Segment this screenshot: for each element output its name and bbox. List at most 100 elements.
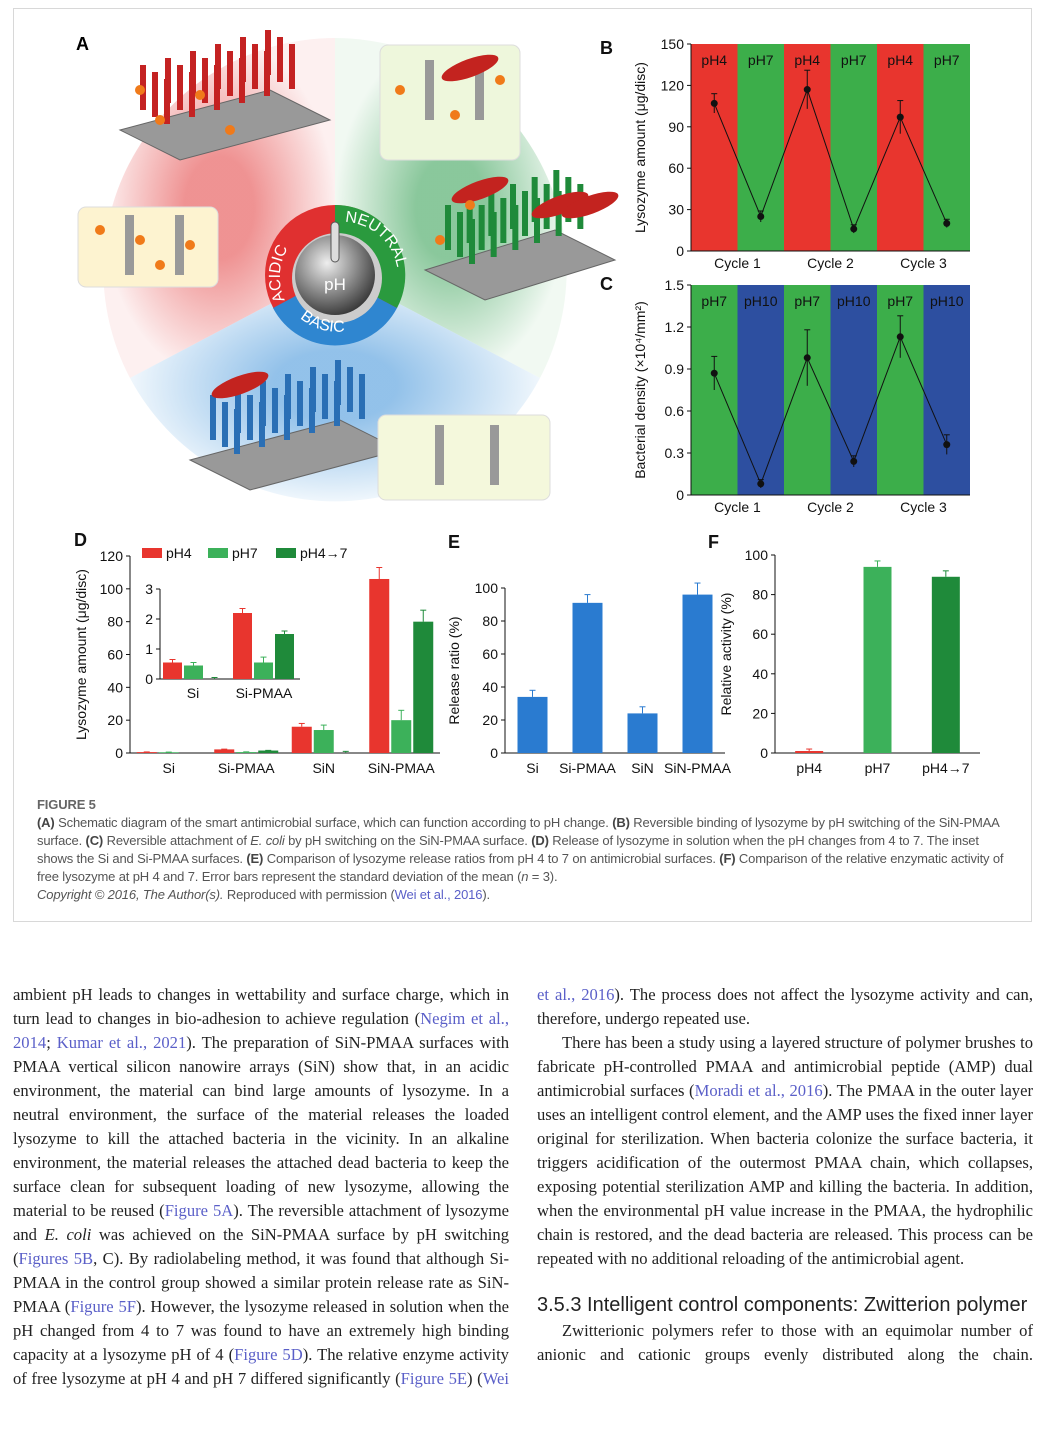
y-tick-label: 60 <box>668 160 684 176</box>
chart-b-y-axis-label: Lysozyme amount (μg/disc) <box>632 62 648 233</box>
citation-link[interactable]: Figure 5E <box>400 1369 468 1388</box>
y-tick-label: 90 <box>668 119 684 135</box>
x-tick-label: pH4→7 <box>922 760 970 776</box>
x-tick-label: Cycle 2 <box>807 499 854 515</box>
zoom-inset-box <box>77 206 219 288</box>
x-tick-label: Si <box>526 760 538 776</box>
y-tick-label: 1.5 <box>665 277 685 293</box>
bar <box>413 621 434 753</box>
band-ph4 <box>877 44 924 251</box>
band-label: pH10 <box>930 293 964 309</box>
x-tick-label: SiN-PMAA <box>368 760 436 776</box>
nanowire-zoom <box>435 425 444 485</box>
panel-ref-label: (C) <box>85 833 104 848</box>
nanowire <box>284 395 290 440</box>
bar <box>236 752 257 753</box>
inset-y-tick-label: 0 <box>145 671 153 687</box>
panel-ref-label: (A) <box>37 815 55 830</box>
y-tick-label: 40 <box>482 679 498 695</box>
text-run: ). The relative enzyme activity of free … <box>13 1345 509 1388</box>
bacteria-icon <box>211 371 269 399</box>
bar <box>863 566 892 753</box>
panel-label-a: A <box>76 34 89 54</box>
inset-bar <box>233 613 252 679</box>
nanowire <box>214 65 220 110</box>
knob-label: pH <box>324 275 346 294</box>
lysozyme-icon <box>225 125 235 135</box>
nanowire <box>177 65 183 110</box>
inset-x-tick-label: Si <box>187 685 199 701</box>
x-tick-label: Si <box>163 760 175 776</box>
chart-d-y-axis-label: Lysozyme amount (μg/disc) <box>73 569 89 740</box>
lysozyme-icon <box>185 240 195 250</box>
citation-link[interactable]: Negim et al., 2014 <box>13 1009 509 1052</box>
zoom-inset-box <box>379 44 521 161</box>
band-label: pH7 <box>748 52 774 68</box>
ph-knob-icon <box>295 235 375 315</box>
y-tick-label: 0 <box>760 745 768 761</box>
band-ph7 <box>923 44 970 251</box>
citation-link[interactable]: Wei et al., 2016 <box>394 887 483 902</box>
section-heading: 3.5.3 Intelligent control components: Zw… <box>537 1294 1028 1316</box>
panel-label-f: F <box>708 532 719 552</box>
text-run: Zwitterionic polymers refer to those wit… <box>537 1321 1033 1364</box>
italic-text: n <box>521 869 529 884</box>
nanowire <box>322 374 328 419</box>
nanowire <box>272 388 278 433</box>
band-ph7 <box>784 285 831 495</box>
panel-ref-label: (B) <box>612 815 630 830</box>
citation-link[interactable]: Figure 5F <box>70 1297 136 1316</box>
text-run: ). <box>482 887 490 902</box>
y-tick-label: 0.3 <box>665 445 685 461</box>
y-tick-label: 120 <box>100 548 124 564</box>
inset-y-tick-label: 3 <box>145 581 153 597</box>
citation-link[interactable]: Kumar et al., 2021 <box>56 1033 187 1052</box>
citation-link[interactable]: Figures 5B <box>18 1249 94 1268</box>
nanowire <box>202 58 208 103</box>
band-label: pH7 <box>887 293 913 309</box>
citation-link[interactable]: et al., 2016 <box>537 985 615 1004</box>
data-point <box>896 333 904 341</box>
lysozyme-icon <box>435 235 445 245</box>
lysozyme-icon <box>135 85 145 95</box>
chart-e-y-axis-label: Release ratio (%) <box>446 616 462 724</box>
lysozyme-icon <box>465 200 475 210</box>
x-tick-label: Cycle 3 <box>900 255 947 271</box>
legend-label: pH4→7 <box>300 545 348 561</box>
text-run: was achieved on the SiN-PMAA surface by … <box>13 1225 509 1268</box>
lysozyme-icon <box>495 75 505 85</box>
text-run: ambient pH leads to changes in wettabili… <box>13 985 509 1028</box>
citation-link[interactable]: Figure 5D <box>234 1345 303 1364</box>
y-tick-label: 0 <box>676 487 684 503</box>
y-tick-label: 0 <box>676 243 684 259</box>
data-point <box>803 86 811 94</box>
legend-label: pH4 <box>166 545 192 561</box>
citation-link[interactable]: Moradi et al., 2016 <box>694 1081 823 1100</box>
zoom-inset-box <box>377 414 551 501</box>
text-run: Reversible binding of lysozyme by pH swi… <box>37 815 999 848</box>
x-tick-label: Cycle 1 <box>714 255 761 271</box>
x-tick-label: Cycle 1 <box>714 499 761 515</box>
bar <box>313 730 334 753</box>
paragraph: Zwitterionic polymers refer to those wit… <box>537 1319 1033 1367</box>
y-tick-label: 80 <box>482 613 498 629</box>
citation-link[interactable]: Wei <box>482 1369 510 1388</box>
nanowire <box>239 58 245 103</box>
bar <box>572 602 603 753</box>
text-run: Release of lysozyme in solution when the… <box>37 833 979 866</box>
bar <box>258 750 279 753</box>
text-run: = 3). <box>528 869 558 884</box>
citation-link[interactable]: Figure 5A <box>164 1201 234 1220</box>
nanowire-zoom <box>475 60 484 120</box>
text-run: , C). By radiolabeling method, it was fo… <box>13 1249 510 1316</box>
data-point <box>943 441 951 449</box>
panel-label-c: C <box>600 274 613 294</box>
data-point <box>896 113 904 121</box>
nanowire <box>252 44 258 89</box>
lysozyme-icon <box>395 85 405 95</box>
data-point <box>710 99 718 107</box>
y-tick-label: 0.6 <box>665 403 685 419</box>
legend-label: pH7 <box>232 545 258 561</box>
y-tick-label: 100 <box>745 547 769 563</box>
